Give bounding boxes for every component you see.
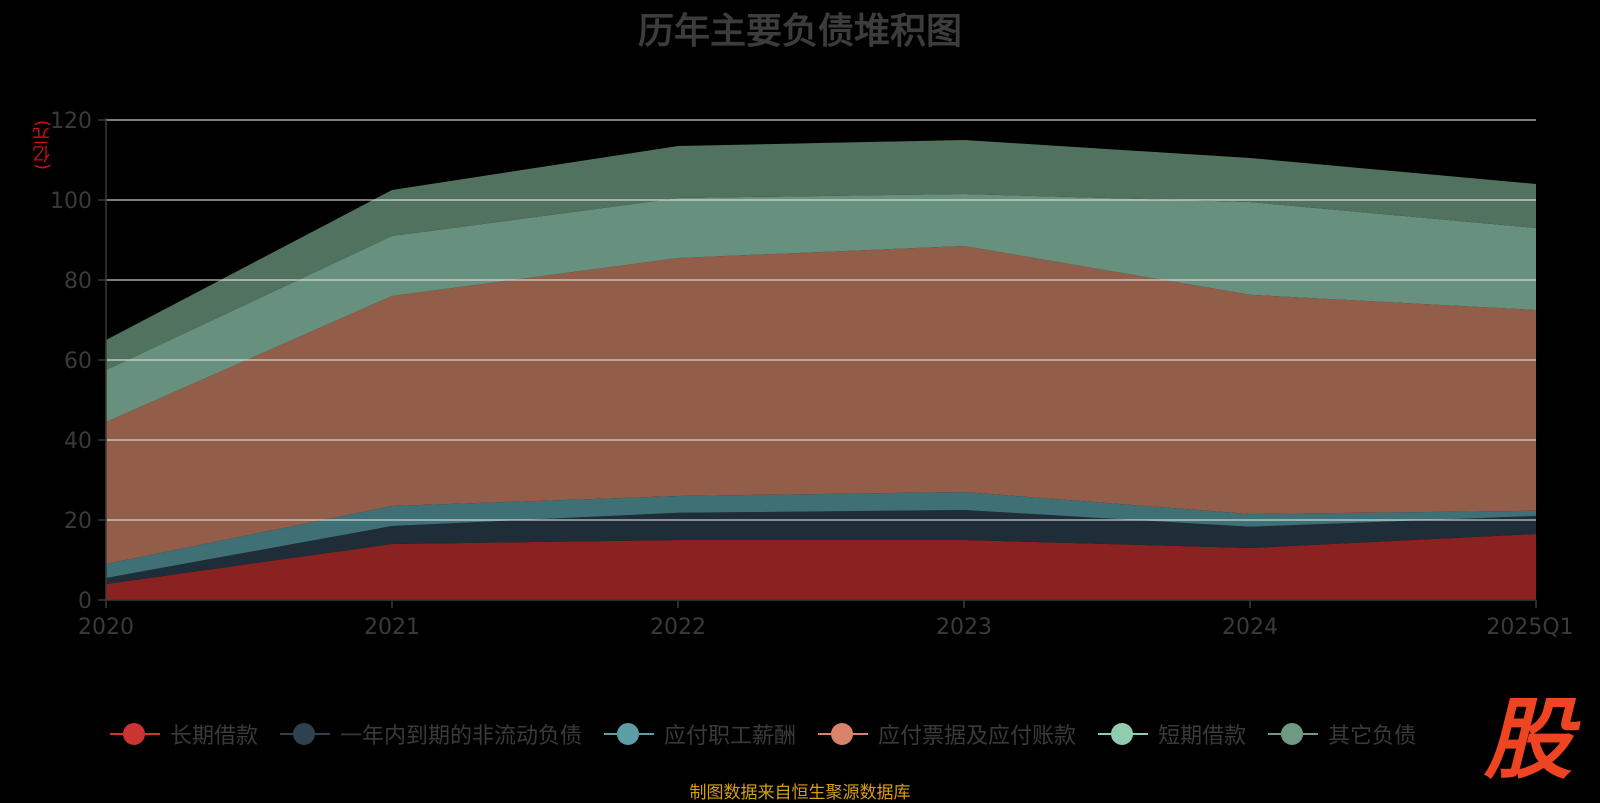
legend-item-payroll-payable[interactable]: 应付职工薪酬	[604, 718, 796, 750]
legend-marker-icon	[1268, 722, 1319, 746]
legend: 长期借款 一年内到期的非流动负债 应付职工薪酬 应付票据及应付账款 短期借款 其…	[110, 716, 1438, 752]
legend-label: 应付职工薪酬	[664, 724, 797, 749]
area-series-0	[106, 534, 1536, 600]
legend-label: 短期借款	[1158, 724, 1247, 749]
logo: 股	[1484, 688, 1573, 791]
x-tick-label: 2020	[78, 615, 134, 640]
legend-item-current-portion-noncurrent[interactable]: 一年内到期的非流动负债	[280, 718, 582, 750]
y-tick-label: 100	[50, 189, 92, 214]
legend-label: 长期借款	[170, 724, 259, 749]
legend-item-notes-accounts-payable[interactable]: 应付票据及应付账款	[818, 718, 1076, 750]
y-axis-unit-label: (亿元)	[32, 120, 53, 171]
chart-title: 历年主要负债堆积图	[637, 11, 962, 52]
legend-item-other-liabilities[interactable]: 其它负债	[1268, 718, 1416, 750]
x-tick-label: 2022	[650, 615, 706, 640]
legend-marker-icon	[1098, 722, 1149, 746]
legend-item-short-term-loans[interactable]: 短期借款	[1098, 718, 1246, 750]
x-tick-label: 2021	[364, 615, 420, 640]
x-tick-label: 2024	[1222, 615, 1278, 640]
y-tick-label: 20	[64, 509, 92, 534]
legend-marker-icon	[280, 722, 331, 746]
area-series-1	[106, 510, 1536, 584]
y-tick-label: 80	[64, 269, 92, 294]
area-series-4	[106, 194, 1536, 422]
legend-label: 应付票据及应付账款	[878, 724, 1077, 749]
y-tick-label: 40	[64, 429, 92, 454]
legend-label: 其它负债	[1328, 724, 1417, 749]
legend-marker-icon	[818, 722, 869, 746]
x-tick-label: 2023	[936, 615, 992, 640]
legend-marker-icon	[110, 722, 160, 746]
source-note: 制图数据来自恒生聚源数据库	[689, 783, 911, 803]
y-tick-label: 60	[64, 349, 92, 374]
legend-label: 一年内到期的非流动负债	[340, 724, 583, 749]
x-tick-label: 2025Q1	[1486, 615, 1573, 640]
y-tick-label: 120	[50, 109, 92, 134]
y-tick-label: 0	[78, 589, 92, 614]
legend-marker-icon	[604, 722, 655, 746]
area-series-3	[106, 246, 1536, 564]
area-series-5	[106, 140, 1536, 370]
legend-item-long-term-loans[interactable]: 长期借款	[110, 718, 258, 750]
area-series-2	[106, 492, 1536, 578]
